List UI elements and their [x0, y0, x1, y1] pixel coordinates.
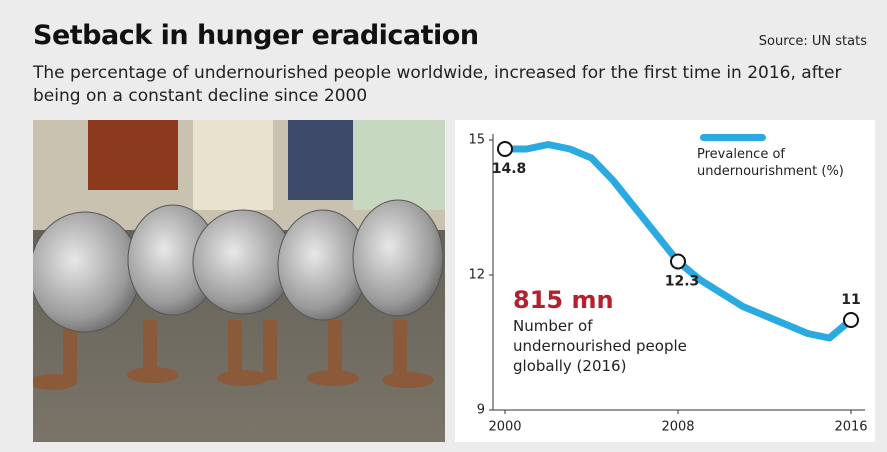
y-tick-label: 9: [477, 403, 485, 418]
title: Setback in hunger eradication: [33, 20, 479, 51]
legend-key: [700, 134, 766, 141]
annotation-value: 815 mn: [513, 286, 614, 314]
y-tick-label: 15: [468, 133, 485, 148]
point-marker: [497, 141, 513, 157]
chart-panel: [455, 120, 875, 442]
legend-label: Prevalence of undernourishment (%): [697, 147, 844, 179]
point-marker: [843, 312, 859, 328]
photo: [33, 120, 445, 442]
source: Source: UN stats: [758, 34, 867, 49]
data-label: 11: [841, 292, 860, 308]
annotation-text: Number of undernourished people globally…: [513, 317, 687, 375]
y-tick-label: 12: [468, 268, 485, 283]
subtitle: The percentage of undernourished people …: [33, 63, 842, 106]
x-tick-label: 2000: [488, 420, 521, 435]
data-label: 12.3: [665, 274, 700, 290]
data-label: 14.8: [492, 161, 527, 177]
x-tick-label: 2008: [661, 420, 694, 435]
point-marker: [670, 253, 686, 270]
x-tick-label: 2016: [834, 420, 867, 435]
